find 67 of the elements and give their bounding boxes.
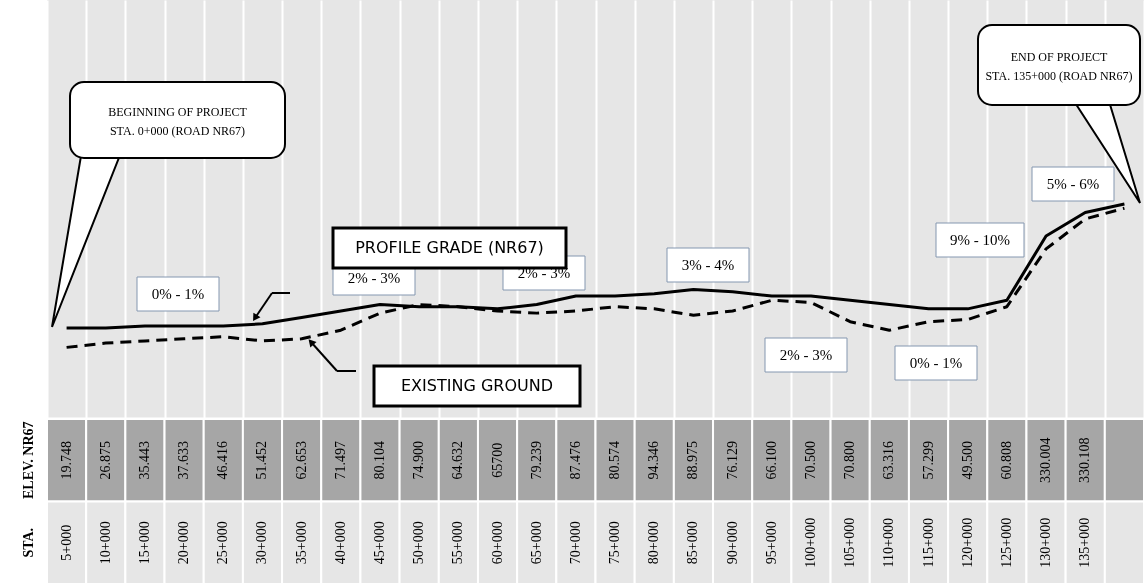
text: 19.748 (58, 441, 74, 480)
annotation: 9% - 10% (950, 232, 1010, 248)
x-tick-label: 40+000 (332, 521, 348, 565)
text: 70.500 (802, 441, 818, 480)
text: 57.299 (920, 441, 936, 480)
text: 330.108 (1077, 437, 1093, 483)
x-tick-label: 50+000 (411, 521, 427, 565)
x-tick-label: 60+000 (489, 521, 505, 565)
annotation: 2% - 3% (347, 270, 401, 286)
text: 94.346 (646, 441, 662, 480)
x-tick-label: 15+000 (136, 521, 152, 565)
x-tick-label: 110+000 (881, 518, 897, 568)
text: STA. (20, 527, 36, 558)
text: 76.129 (724, 441, 740, 480)
x-tick-label: 130+000 (1038, 517, 1054, 568)
x-tick-label: 125+000 (998, 517, 1014, 568)
text: ELEV. NR67 (20, 421, 36, 500)
text: 5% - 6% (1046, 176, 1100, 192)
text: PROFILE GRADE (NR67) (355, 238, 544, 257)
text: 88.975 (685, 441, 701, 480)
annotation: 0% - 1% (151, 286, 205, 302)
x-tick-label: 90+000 (724, 521, 740, 565)
x-tick-label: 5+000 (58, 524, 74, 561)
text: 71.497 (332, 441, 348, 480)
x-tick-label: 95+000 (763, 521, 779, 565)
text: 46.416 (215, 441, 231, 480)
x-tick-label: 100+000 (802, 517, 818, 568)
text: 74.900 (411, 441, 427, 480)
text: 80.104 (372, 441, 388, 480)
text: 63.316 (881, 441, 897, 480)
x-tick-label: 30+000 (254, 521, 270, 565)
x-tick-label: 80+000 (646, 521, 662, 565)
annotation: 3% - 4% (681, 257, 735, 273)
x-tick-label: 75+000 (607, 521, 623, 565)
text: 65700 (489, 442, 505, 478)
annotation: 2% - 3% (779, 347, 833, 363)
x-tick-label: 115+000 (920, 518, 936, 568)
x-tick-label: 120+000 (959, 517, 975, 568)
text: 37.633 (176, 441, 192, 480)
text: BEGINNING OF PROJECT STA. 0+000 (ROAD NR67) (108, 105, 248, 138)
text: 80.574 (607, 441, 623, 480)
text: 49.500 (959, 441, 975, 480)
text: 60.808 (998, 441, 1014, 480)
text: 87.476 (567, 441, 583, 480)
text: EXISTING GROUND (401, 376, 553, 395)
x-tick-label: 20+000 (176, 521, 192, 565)
annotation: 0% - 1% (909, 355, 963, 371)
text: END OF PROJECT STA. 135+000 (ROAD NR67) (985, 50, 1133, 83)
x-tick-label: 10+000 (97, 521, 113, 565)
text: 70.800 (842, 441, 858, 480)
text: 79.239 (528, 441, 544, 480)
text: 51.452 (254, 441, 270, 480)
x-tick-label: 45+000 (372, 521, 388, 565)
text: 35.443 (136, 441, 152, 480)
x-tick-label: 70+000 (567, 521, 583, 565)
text: 330.004 (1038, 437, 1054, 483)
x-tick-label: 105+000 (842, 517, 858, 568)
x-tick-label: 35+000 (293, 521, 309, 565)
x-tick-label: 25+000 (215, 521, 231, 565)
text: 64.632 (450, 441, 466, 480)
x-tick-label: 85+000 (685, 521, 701, 565)
text: 26.875 (97, 441, 113, 480)
x-tick-label: 135+000 (1077, 517, 1093, 568)
text: 62.653 (293, 441, 309, 480)
text: 66.100 (763, 441, 779, 480)
x-tick-label: 65+000 (528, 521, 544, 565)
x-tick-label: 55+000 (450, 521, 466, 565)
